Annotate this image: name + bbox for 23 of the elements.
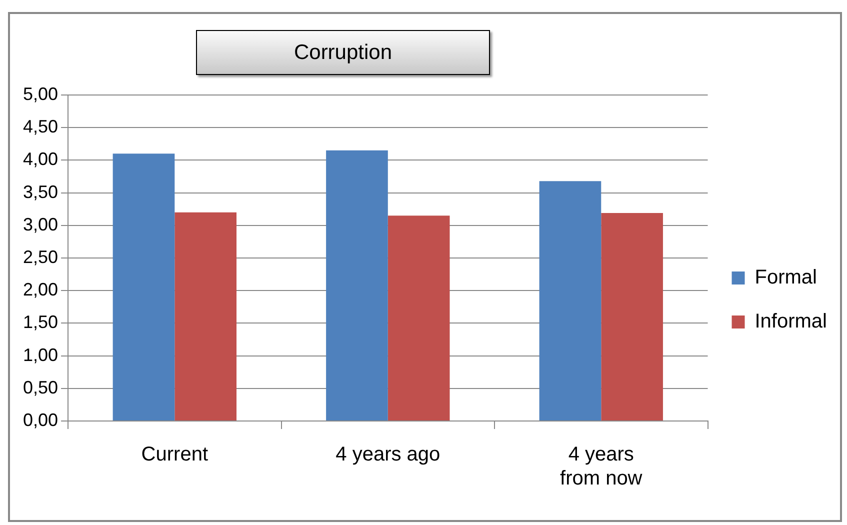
chart-title: Corruption (196, 30, 490, 75)
bar (539, 181, 602, 420)
y-tick-label: 1,00 (22, 344, 58, 365)
legend-label: Informal (754, 310, 828, 333)
bar (174, 212, 236, 420)
bar (326, 150, 388, 420)
x-tick-label: 4 years ago (336, 444, 440, 466)
bar (388, 216, 450, 420)
x-tick-label: Current (141, 444, 208, 466)
legend-label: Formal (754, 266, 817, 289)
y-tick-label: 2,50 (22, 246, 58, 267)
y-tick-label: 4,50 (22, 116, 58, 137)
y-tick-label: 4,00 (22, 149, 58, 170)
bar (601, 213, 663, 420)
bar (112, 154, 175, 420)
y-tick-label: 2,00 (22, 280, 58, 300)
y-tick-label: 1,50 (22, 312, 58, 332)
y-tick-label: 5,00 (22, 84, 58, 104)
y-tick-label: 3,50 (22, 182, 58, 202)
y-tick-label: 0,50 (22, 377, 58, 398)
y-tick-label: 3,00 (22, 214, 58, 234)
x-tick-label: 4 years from now (560, 444, 643, 490)
y-tick-label: 0,00 (22, 410, 58, 430)
